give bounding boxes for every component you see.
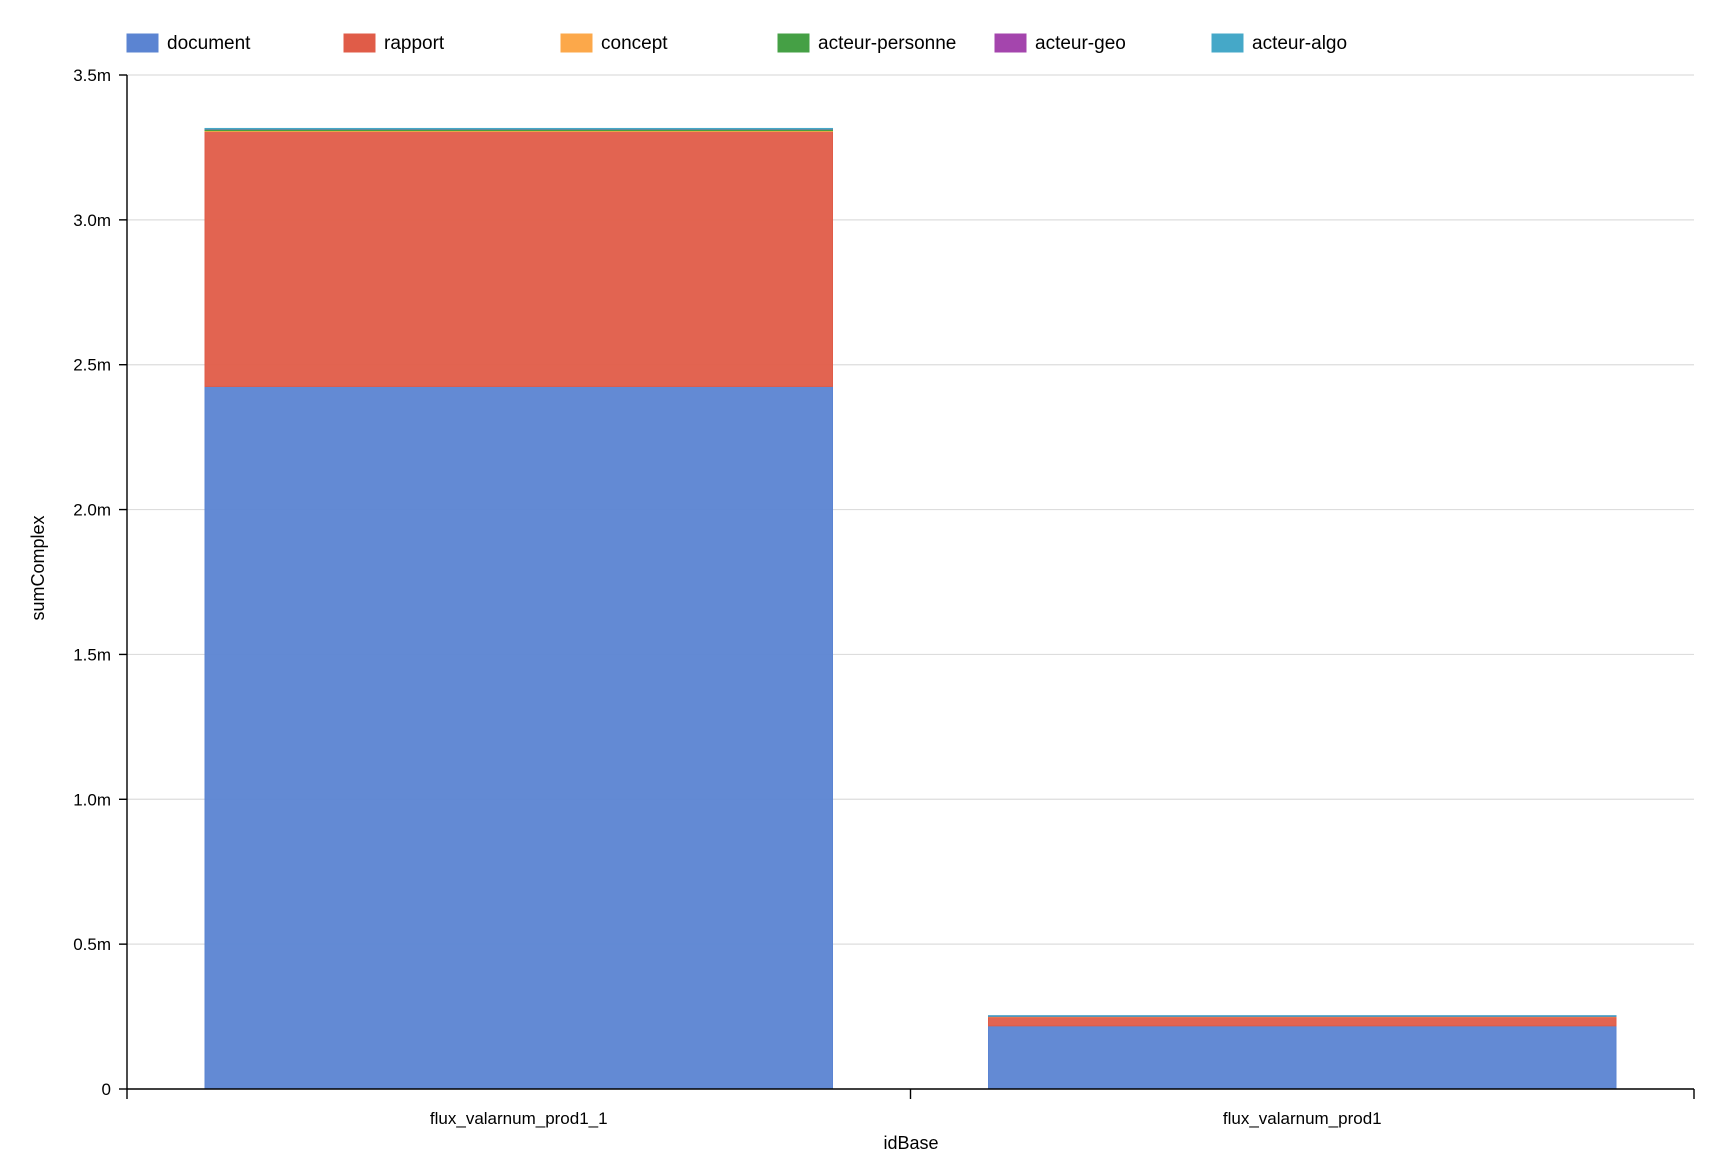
legend-label-acteur-geo[interactable]: acteur-geo [1035, 33, 1126, 54]
legend-label-acteur-personne[interactable]: acteur-personne [818, 33, 956, 54]
y-tick-label: 0 [102, 1080, 111, 1099]
axes: 0 0.5m 1.0m 1.5m 2.0m 2.5m 3.0m 3.5m flux_valarn… [73, 66, 1695, 1128]
bar-segment-document[interactable] [988, 1025, 1617, 1090]
y-tick-label: 3.5m [73, 66, 111, 85]
legend-swatch-rapport[interactable] [343, 33, 376, 53]
y-tick-label: 0.5m [73, 935, 111, 954]
y-tick-label: 2.5m [73, 356, 111, 375]
y-tick-label: 1.5m [73, 645, 111, 664]
legend-swatch-acteur-geo[interactable] [994, 33, 1027, 53]
x-tick-label: flux_valarnum_prod1 [1223, 1109, 1382, 1128]
legend: document rapport concept acteur-personne act… [126, 33, 1347, 54]
y-tick-label: 1.0m [73, 790, 111, 809]
legend-label-rapport[interactable]: rapport [384, 33, 445, 54]
x-tick-label: flux_valarnum_prod1_1 [430, 1109, 608, 1128]
bar-segment-rapport[interactable] [988, 1016, 1617, 1027]
legend-label-concept[interactable]: concept [601, 33, 668, 54]
bars [204, 127, 1617, 1090]
bar-segment-acteur-algo[interactable] [988, 1015, 1617, 1017]
legend-swatch-acteur-personne[interactable] [777, 33, 810, 53]
bar-segment-document[interactable] [204, 385, 833, 1090]
y-tick-label: 3.0m [73, 211, 111, 230]
x-axis-title: idBase [883, 1133, 938, 1153]
bar-segment-rapport[interactable] [204, 130, 833, 387]
bar-segment-acteur-algo[interactable] [204, 127, 833, 130]
legend-swatch-acteur-algo[interactable] [1211, 33, 1244, 53]
legend-label-document[interactable]: document [167, 33, 251, 54]
legend-swatch-concept[interactable] [560, 33, 593, 53]
y-tick-label: 2.0m [73, 501, 111, 520]
legend-swatch-document[interactable] [126, 33, 159, 53]
y-axis-title: sumComplex [28, 515, 48, 620]
legend-label-acteur-algo[interactable]: acteur-algo [1252, 33, 1347, 54]
